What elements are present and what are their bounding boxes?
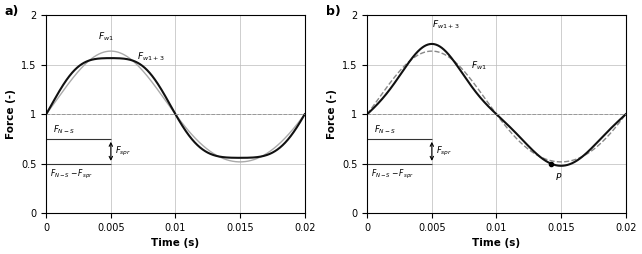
Text: $F_{w1+3}$: $F_{w1+3}$ [432,19,460,31]
Text: $F_{w1}$: $F_{w1}$ [98,30,114,43]
Text: $F_{N-S} - F_{spr}$: $F_{N-S} - F_{spr}$ [50,168,93,181]
Text: a): a) [5,5,19,19]
Text: $P$: $P$ [555,171,562,182]
X-axis label: Time (s): Time (s) [473,239,521,248]
Y-axis label: Force (-): Force (-) [327,89,336,139]
Text: $F_{N-S} - F_{spr}$: $F_{N-S} - F_{spr}$ [371,168,414,181]
Text: $F_{spr}$: $F_{spr}$ [436,145,452,158]
Text: $F_{N-S}$: $F_{N-S}$ [374,123,395,136]
Text: $F_{N-S}$: $F_{N-S}$ [53,123,74,136]
Text: b): b) [326,5,341,19]
Text: $F_{spr}$: $F_{spr}$ [115,145,131,158]
Text: $F_{w1}$: $F_{w1}$ [471,59,487,72]
Text: $F_{w1+3}$: $F_{w1+3}$ [137,50,164,63]
Y-axis label: Force (-): Force (-) [6,89,15,139]
X-axis label: Time (s): Time (s) [152,239,200,248]
